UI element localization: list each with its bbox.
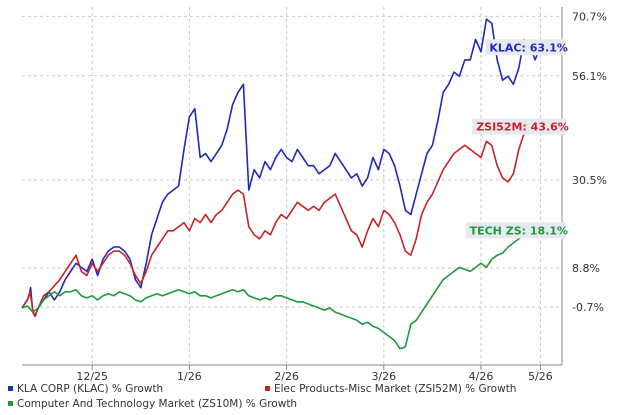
- gridlines: [22, 7, 562, 365]
- end-label-1: ZSI52M: 43.6%: [472, 118, 569, 135]
- axes: 70.7% 56.1% 30.5% 8.8% -0.7% 12/25 1/26 2/26 3/2…: [22, 7, 607, 383]
- legend-label: Elec Products-Misc Market (ZSI52M) % Gro…: [274, 383, 516, 395]
- x-tick-label: 2/26: [274, 370, 299, 383]
- end-label-bg: [485, 39, 566, 56]
- legend: KLA CORP (KLAC) % Growth Elec Products-Mi…: [8, 383, 516, 410]
- legend-item-0: KLA CORP (KLAC) % Growth: [8, 383, 163, 395]
- y-tick-label: 8.8%: [572, 262, 600, 275]
- end-label-text: ZSI52M: 43.6%: [476, 121, 569, 134]
- end-labels: KLAC: 63.1% ZSI52M: 43.6% TECH ZS: 18.1%: [465, 39, 569, 239]
- legend-item-1: Elec Products-Misc Market (ZSI52M) % Gro…: [265, 383, 516, 395]
- end-label-text: KLAC: 63.1%: [489, 41, 568, 54]
- end-label-text: TECH ZS: 18.1%: [470, 224, 568, 237]
- series-line-2: [21, 227, 541, 350]
- series-line-1: [21, 124, 541, 317]
- end-label-bg: [472, 118, 566, 135]
- x-tick-label: 4/26: [469, 370, 494, 383]
- legend-label: KLA CORP (KLAC) % Growth: [17, 383, 163, 395]
- x-tick-label: 5/26: [528, 370, 553, 383]
- legend-item-2: Computer And Technology Market (ZS10M) %…: [8, 398, 297, 410]
- y-tick-label: -0.7%: [572, 301, 604, 314]
- end-label-bg: [465, 222, 566, 239]
- y-tick-label: 56.1%: [572, 70, 607, 83]
- x-tick-label: 12/25: [76, 370, 108, 383]
- legend-swatch: [8, 386, 13, 391]
- series-lines: [21, 18, 542, 350]
- legend-swatch: [8, 401, 13, 406]
- end-label-2: TECH ZS: 18.1%: [465, 222, 568, 239]
- x-tick-label: 3/26: [371, 370, 396, 383]
- legend-swatch: [265, 386, 270, 391]
- x-tick-label: 1/26: [177, 370, 202, 383]
- y-tick-label: 30.5%: [572, 174, 607, 187]
- legend-label: Computer And Technology Market (ZS10M) %…: [17, 398, 297, 410]
- y-tick-label: 70.7%: [572, 10, 607, 23]
- end-label-0: KLAC: 63.1%: [485, 39, 568, 56]
- series-line-0: [21, 18, 542, 317]
